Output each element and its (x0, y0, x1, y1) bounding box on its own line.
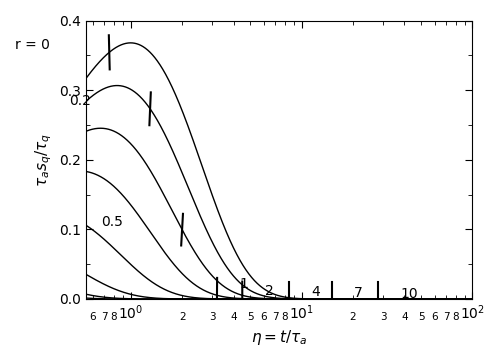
Text: 0.5: 0.5 (101, 215, 123, 229)
Text: 1: 1 (240, 277, 248, 291)
Text: 7: 7 (442, 312, 450, 321)
Text: 3: 3 (380, 312, 386, 321)
Y-axis label: $\tau_a s_q / \tau_q$: $\tau_a s_q / \tau_q$ (33, 133, 54, 187)
Text: 5: 5 (418, 312, 424, 321)
Text: 4: 4 (230, 312, 237, 321)
Text: 8: 8 (110, 312, 117, 321)
Text: 8: 8 (282, 312, 288, 321)
Text: 7: 7 (272, 312, 278, 321)
Text: 2: 2 (350, 312, 356, 321)
X-axis label: $\eta = t / \tau_a$: $\eta = t / \tau_a$ (251, 328, 308, 347)
Text: 6: 6 (432, 312, 438, 321)
Text: 2: 2 (179, 312, 186, 321)
Text: 3: 3 (209, 312, 216, 321)
Text: 10: 10 (400, 287, 418, 300)
Text: 7: 7 (354, 286, 362, 300)
Text: 4: 4 (312, 285, 320, 299)
Text: 4: 4 (401, 312, 408, 321)
Text: 2: 2 (264, 284, 274, 298)
Text: 7: 7 (101, 312, 107, 321)
Text: 5: 5 (247, 312, 254, 321)
Text: 0.2: 0.2 (69, 94, 91, 108)
Text: r = 0: r = 0 (15, 38, 50, 52)
Text: 6: 6 (90, 312, 96, 321)
Text: 6: 6 (260, 312, 267, 321)
Text: 8: 8 (452, 312, 459, 321)
